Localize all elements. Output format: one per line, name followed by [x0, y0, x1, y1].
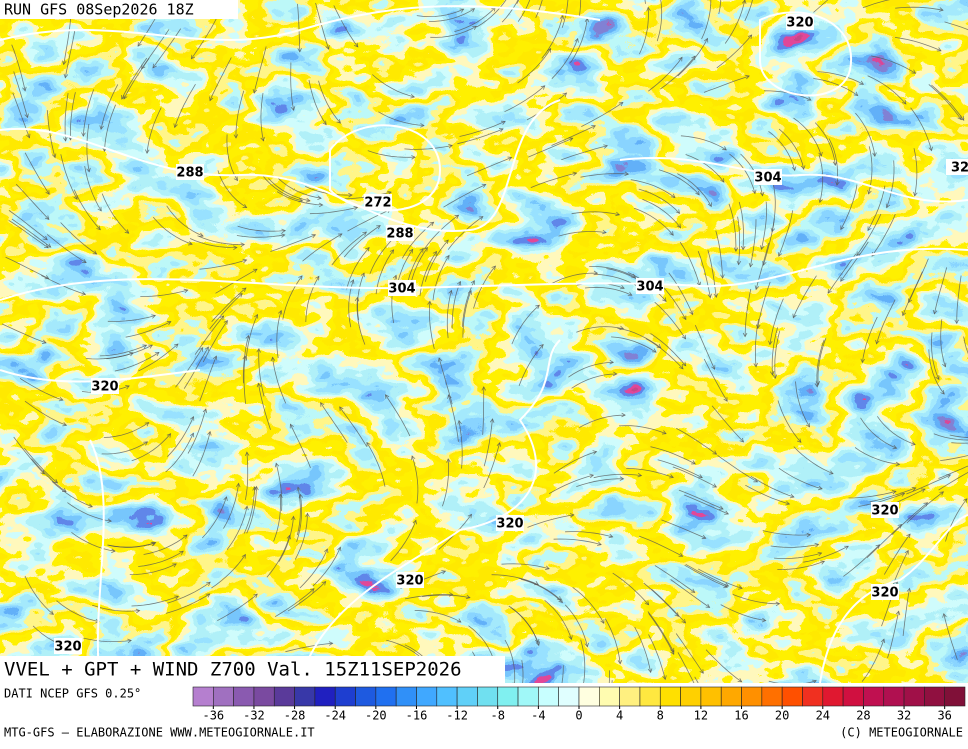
color-swatch: [376, 687, 396, 706]
tick-label: -20: [365, 709, 387, 723]
color-swatch: [884, 687, 904, 706]
color-swatch: [863, 687, 883, 706]
tick-label: -12: [446, 709, 468, 723]
color-swatch: [213, 687, 233, 706]
color-swatch: [802, 687, 822, 706]
tick-label: 32: [897, 709, 911, 723]
color-swatch: [457, 687, 477, 706]
color-swatch: [356, 687, 376, 706]
tick-label: -8: [491, 709, 505, 723]
color-swatch: [315, 687, 335, 706]
contour-label: 288: [386, 227, 413, 242]
contour-label: 320: [54, 640, 81, 655]
tick-label: 0: [575, 709, 582, 723]
contour-label: 272: [364, 196, 391, 211]
contour-label: 32: [951, 161, 968, 176]
color-swatch: [559, 687, 579, 706]
tick-label: 36: [937, 709, 951, 723]
color-swatch: [477, 687, 497, 706]
color-swatch: [254, 687, 274, 706]
tick-label: 24: [816, 709, 830, 723]
color-swatch: [762, 687, 782, 706]
run-label: RUN GFS 08Sep2026 18Z: [4, 1, 194, 19]
tick-label: 20: [775, 709, 789, 723]
tick-label: 4: [616, 709, 623, 723]
color-swatch: [538, 687, 558, 706]
contour-label: 288: [176, 166, 203, 181]
contour-label: 320: [871, 586, 898, 601]
color-swatch: [295, 687, 315, 706]
contour-label: 320: [786, 16, 813, 31]
color-swatch: [620, 687, 640, 706]
tick-label: -4: [531, 709, 545, 723]
color-swatch: [579, 687, 599, 706]
tick-label: 12: [694, 709, 708, 723]
color-swatch: [701, 687, 721, 706]
color-swatch: [437, 687, 457, 706]
color-swatch: [843, 687, 863, 706]
color-swatch: [924, 687, 944, 706]
vvel-field: [0, 0, 968, 683]
color-swatch: [681, 687, 701, 706]
color-swatch: [396, 687, 416, 706]
contour-label: 304: [388, 282, 415, 297]
color-swatch: [599, 687, 619, 706]
stream-arrow: [478, 720, 482, 724]
contour-label: 304: [636, 280, 663, 295]
color-swatch: [193, 687, 213, 706]
source-label: DATI NCEP GFS 0.25°: [4, 687, 141, 701]
contour-label: 320: [871, 504, 898, 519]
stream-arrow: [601, 723, 605, 727]
color-swatch: [498, 687, 518, 706]
footer-right: (C) METEOGIORNALE: [840, 726, 963, 740]
stream-arrow: [715, 714, 719, 718]
tick-label: 16: [734, 709, 748, 723]
colorbar: -36 -32 -28 -24 -20 -16 -12 -8 -4 0 4 8 12 16 20 24 28 32…: [193, 687, 965, 723]
color-swatch: [721, 687, 741, 706]
contour-label: 320: [396, 574, 423, 589]
color-swatch: [335, 687, 355, 706]
contour-label: 304: [754, 171, 781, 186]
tick-label: -28: [284, 709, 306, 723]
color-swatch: [823, 687, 843, 706]
color-swatch: [782, 687, 802, 706]
stream-arrow: [513, 683, 517, 687]
map-title: VVEL + GPT + WIND Z700 Val. 15Z11SEP2026: [4, 659, 462, 681]
contour-label: 320: [91, 380, 118, 395]
color-swatch: [416, 687, 436, 706]
color-swatch: [274, 687, 294, 706]
tick-label: -16: [406, 709, 428, 723]
stream-arrow: [553, 708, 556, 712]
color-swatch: [518, 687, 538, 706]
tick-label: -32: [243, 709, 265, 723]
tick-label: 8: [657, 709, 664, 723]
footer-left: MTG-GFS — ELABORAZIONE WWW.METEOGIORNALE…: [4, 726, 315, 740]
color-swatch: [904, 687, 924, 706]
tick-label: -36: [202, 709, 224, 723]
color-swatch: [742, 687, 762, 706]
color-swatch: [234, 687, 254, 706]
stream-arrow: [601, 713, 605, 717]
color-swatch: [640, 687, 660, 706]
color-swatch: [945, 687, 965, 706]
contour-label: 320: [496, 517, 523, 532]
tick-label: 28: [856, 709, 870, 723]
color-swatch: [660, 687, 680, 706]
tick-label: -24: [324, 709, 346, 723]
stream-arrow: [582, 683, 586, 687]
